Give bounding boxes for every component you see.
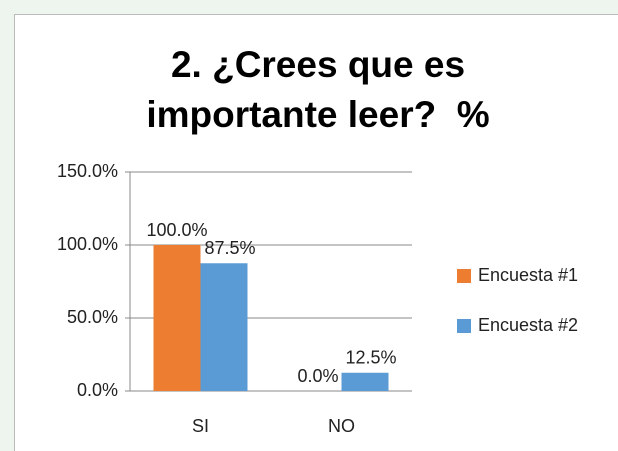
- y-tick-label: 100.0%: [57, 234, 118, 254]
- bar: [200, 263, 248, 391]
- value-label: 0.0%: [297, 366, 338, 386]
- bar: [153, 245, 201, 391]
- chart-area: [14, 14, 618, 451]
- value-label: 100.0%: [146, 220, 207, 240]
- chart-title: 2. ¿Crees que es importante leer? %: [146, 44, 490, 135]
- value-label: 12.5%: [345, 348, 396, 368]
- y-tick-label: 50.0%: [67, 307, 118, 327]
- y-tick-label: 150.0%: [57, 161, 118, 181]
- value-label: 87.5%: [204, 238, 255, 258]
- bar: [341, 372, 389, 391]
- legend-label: Encuesta #2: [478, 315, 578, 335]
- legend-swatch: [457, 269, 471, 283]
- legend-swatch: [457, 319, 471, 333]
- legend-label: Encuesta #1: [478, 265, 578, 285]
- x-tick-label: NO: [328, 416, 355, 436]
- x-tick-label: SI: [192, 416, 209, 436]
- y-tick-label: 0.0%: [77, 380, 118, 400]
